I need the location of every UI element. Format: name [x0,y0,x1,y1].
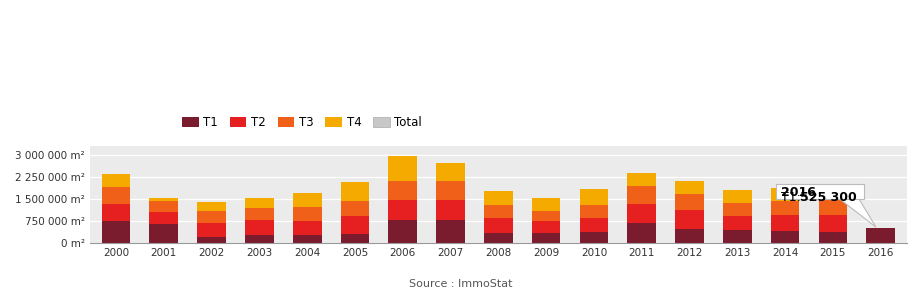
Bar [340,216,370,234]
Bar [627,186,656,204]
Text: 525 300: 525 300 [800,191,857,204]
Bar [484,233,513,243]
Bar [149,224,178,243]
Bar [388,200,417,220]
Bar [436,220,465,243]
Bar [484,218,513,233]
Bar [771,201,799,215]
Bar [532,211,561,221]
Bar [101,204,130,221]
Bar [340,234,370,243]
Bar [819,232,847,243]
Bar [723,203,751,216]
Bar [771,231,799,243]
Bar [149,201,178,212]
Bar [101,174,130,187]
Text: Source : ImmoStat: Source : ImmoStat [409,279,513,289]
Bar [723,216,751,231]
Bar [627,204,656,223]
Bar [723,190,751,203]
Bar [149,198,178,201]
Bar [197,223,226,237]
Bar [340,201,370,216]
Bar [340,182,370,201]
Bar [580,189,609,205]
Bar [627,223,656,243]
Bar [388,181,417,200]
Bar [675,194,703,211]
Bar [532,233,561,243]
Bar [580,205,609,218]
Bar [293,235,322,243]
Bar [627,173,656,186]
Bar [436,200,465,220]
Bar [580,218,609,232]
Polygon shape [840,199,876,227]
Bar [293,221,322,235]
Text: T1:: T1: [781,191,805,204]
Bar [723,231,751,243]
Bar [819,186,847,200]
Bar [771,188,799,201]
Bar [101,187,130,204]
Bar [675,181,703,194]
Bar [675,211,703,229]
Bar [245,198,274,208]
Bar [819,215,847,232]
Bar [388,156,417,181]
Bar [245,235,274,243]
Legend: T1, T2, T3, T4, Total: T1, T2, T3, T4, Total [177,112,427,134]
Bar [149,212,178,224]
Bar [484,191,513,205]
Bar [436,181,465,200]
Bar [245,220,274,235]
Text: 2016: 2016 [781,186,816,199]
Bar [867,228,895,243]
Bar [197,202,226,211]
Bar [197,237,226,243]
Bar [293,193,322,207]
Bar [101,221,130,243]
Bar [436,163,465,181]
Bar [484,205,513,218]
Bar [197,211,226,223]
Bar [532,221,561,233]
Bar [675,229,703,243]
Bar [771,215,799,231]
Bar [532,198,561,211]
Bar [819,200,847,215]
Bar [388,220,417,243]
FancyBboxPatch shape [775,184,864,199]
Bar [245,208,274,220]
Bar [293,207,322,221]
Bar [580,232,609,243]
